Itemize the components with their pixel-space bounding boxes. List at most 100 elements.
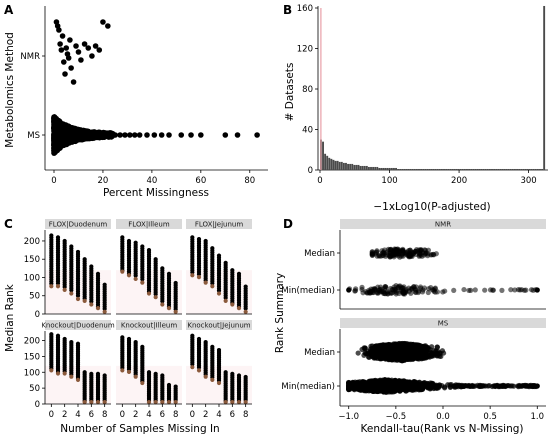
tau-point (475, 382, 481, 389)
histogram-bar (370, 166, 372, 170)
tau-point (407, 385, 413, 391)
tau-point (377, 387, 383, 393)
rank-point-min (196, 275, 202, 280)
tau-point (433, 348, 439, 354)
panel-b-bars (320, 5, 546, 170)
facet-strip-label: FLOX|Illeum (128, 221, 170, 229)
rank-point-min (69, 374, 74, 379)
ms-point (69, 130, 75, 137)
tau-point (383, 386, 389, 392)
tau-point (528, 287, 535, 293)
panel-c-x-title: Number of Samples Missing In (60, 423, 219, 435)
histogram-bar (522, 168, 525, 170)
tau-point (360, 290, 366, 296)
tau-point (389, 379, 396, 385)
facet-knockout-illeum: Knockout|Illeum 0 2 4 6 8 (116, 320, 182, 420)
tau-point (434, 353, 441, 359)
histogram-bar (457, 168, 460, 170)
tau-point (390, 383, 396, 390)
x-tick-label: 40 (146, 176, 157, 186)
x-tick-label: 200 (451, 176, 467, 186)
tau-point (382, 285, 388, 291)
histogram-bar (466, 168, 468, 170)
tau-point (431, 288, 437, 294)
tau-point (387, 247, 393, 253)
rank-point-min (62, 287, 67, 292)
histogram-bar (493, 168, 496, 170)
nmr-point (59, 33, 66, 39)
y-tick-label: 100 (24, 368, 40, 378)
histogram-bar (405, 168, 408, 170)
ms-point (81, 129, 88, 136)
histogram-bar (516, 168, 518, 170)
histogram-bar (543, 5, 546, 170)
ms-point (144, 132, 150, 138)
tau-point (381, 249, 387, 255)
histogram-bar (534, 168, 537, 170)
tau-point (410, 356, 416, 362)
histogram-bar (443, 168, 445, 170)
histogram-bar (426, 168, 429, 170)
ms-point (51, 135, 57, 142)
tau-point (386, 355, 392, 361)
tau-point (355, 350, 361, 356)
histogram-bar (518, 168, 521, 170)
histogram-bar (347, 163, 350, 170)
x-tick-label: 4 (216, 410, 221, 420)
rank-point-min (120, 269, 125, 274)
rank-point-min (146, 399, 152, 405)
nmr-point (65, 55, 72, 61)
histogram-bar (482, 168, 485, 170)
rank-point-min (49, 284, 54, 289)
histogram-bar (359, 165, 362, 170)
nmr-point (57, 41, 63, 47)
rank-point-min (236, 306, 242, 311)
facet-strip-label: NMR (435, 221, 451, 229)
tau-point (388, 346, 394, 353)
facet-strip (340, 318, 546, 328)
rank-point-min (82, 298, 87, 303)
x-tick-label: 6 (230, 410, 235, 420)
x-tick-label: 300 (520, 176, 536, 186)
panel-b-x-ticks: 0 100 200 300 (317, 170, 537, 186)
y-tick-label: 200 (24, 237, 40, 247)
histogram-bar (336, 160, 339, 170)
tau-point (451, 287, 457, 294)
rank-point-min (75, 296, 81, 302)
histogram-bar (447, 168, 450, 170)
ms-point (166, 132, 172, 138)
tau-point (421, 285, 428, 291)
rank-point-min (210, 377, 215, 382)
x-tick-label: 0 (190, 410, 195, 420)
rank-point (210, 281, 215, 286)
rank-point (153, 292, 158, 297)
ms-point (198, 132, 204, 138)
tau-point (465, 383, 471, 389)
ms-point (127, 132, 133, 138)
rank-point-min (203, 374, 208, 379)
rank-point-min (210, 284, 215, 289)
facet-strip (45, 219, 111, 229)
rank-point-min (126, 369, 132, 375)
histogram-bar (470, 168, 473, 170)
tau-point (400, 288, 407, 294)
tau-point (425, 383, 431, 389)
x-tick-label: 6 (160, 410, 165, 420)
histogram-bar (480, 168, 483, 170)
histogram-bar (428, 168, 431, 170)
y-tick-label: Min(median) (281, 286, 335, 296)
histogram-bar (340, 161, 343, 170)
tau-point (383, 346, 390, 353)
tau-point (442, 288, 448, 294)
histogram-bar (420, 168, 423, 170)
tau-point (375, 290, 381, 296)
x-tick-label: 2 (62, 410, 67, 420)
x-tick-label: 8 (102, 410, 107, 420)
histogram-bar (324, 153, 327, 170)
tau-point (371, 287, 378, 293)
tau-point (401, 284, 407, 290)
nmr-point (92, 43, 99, 49)
